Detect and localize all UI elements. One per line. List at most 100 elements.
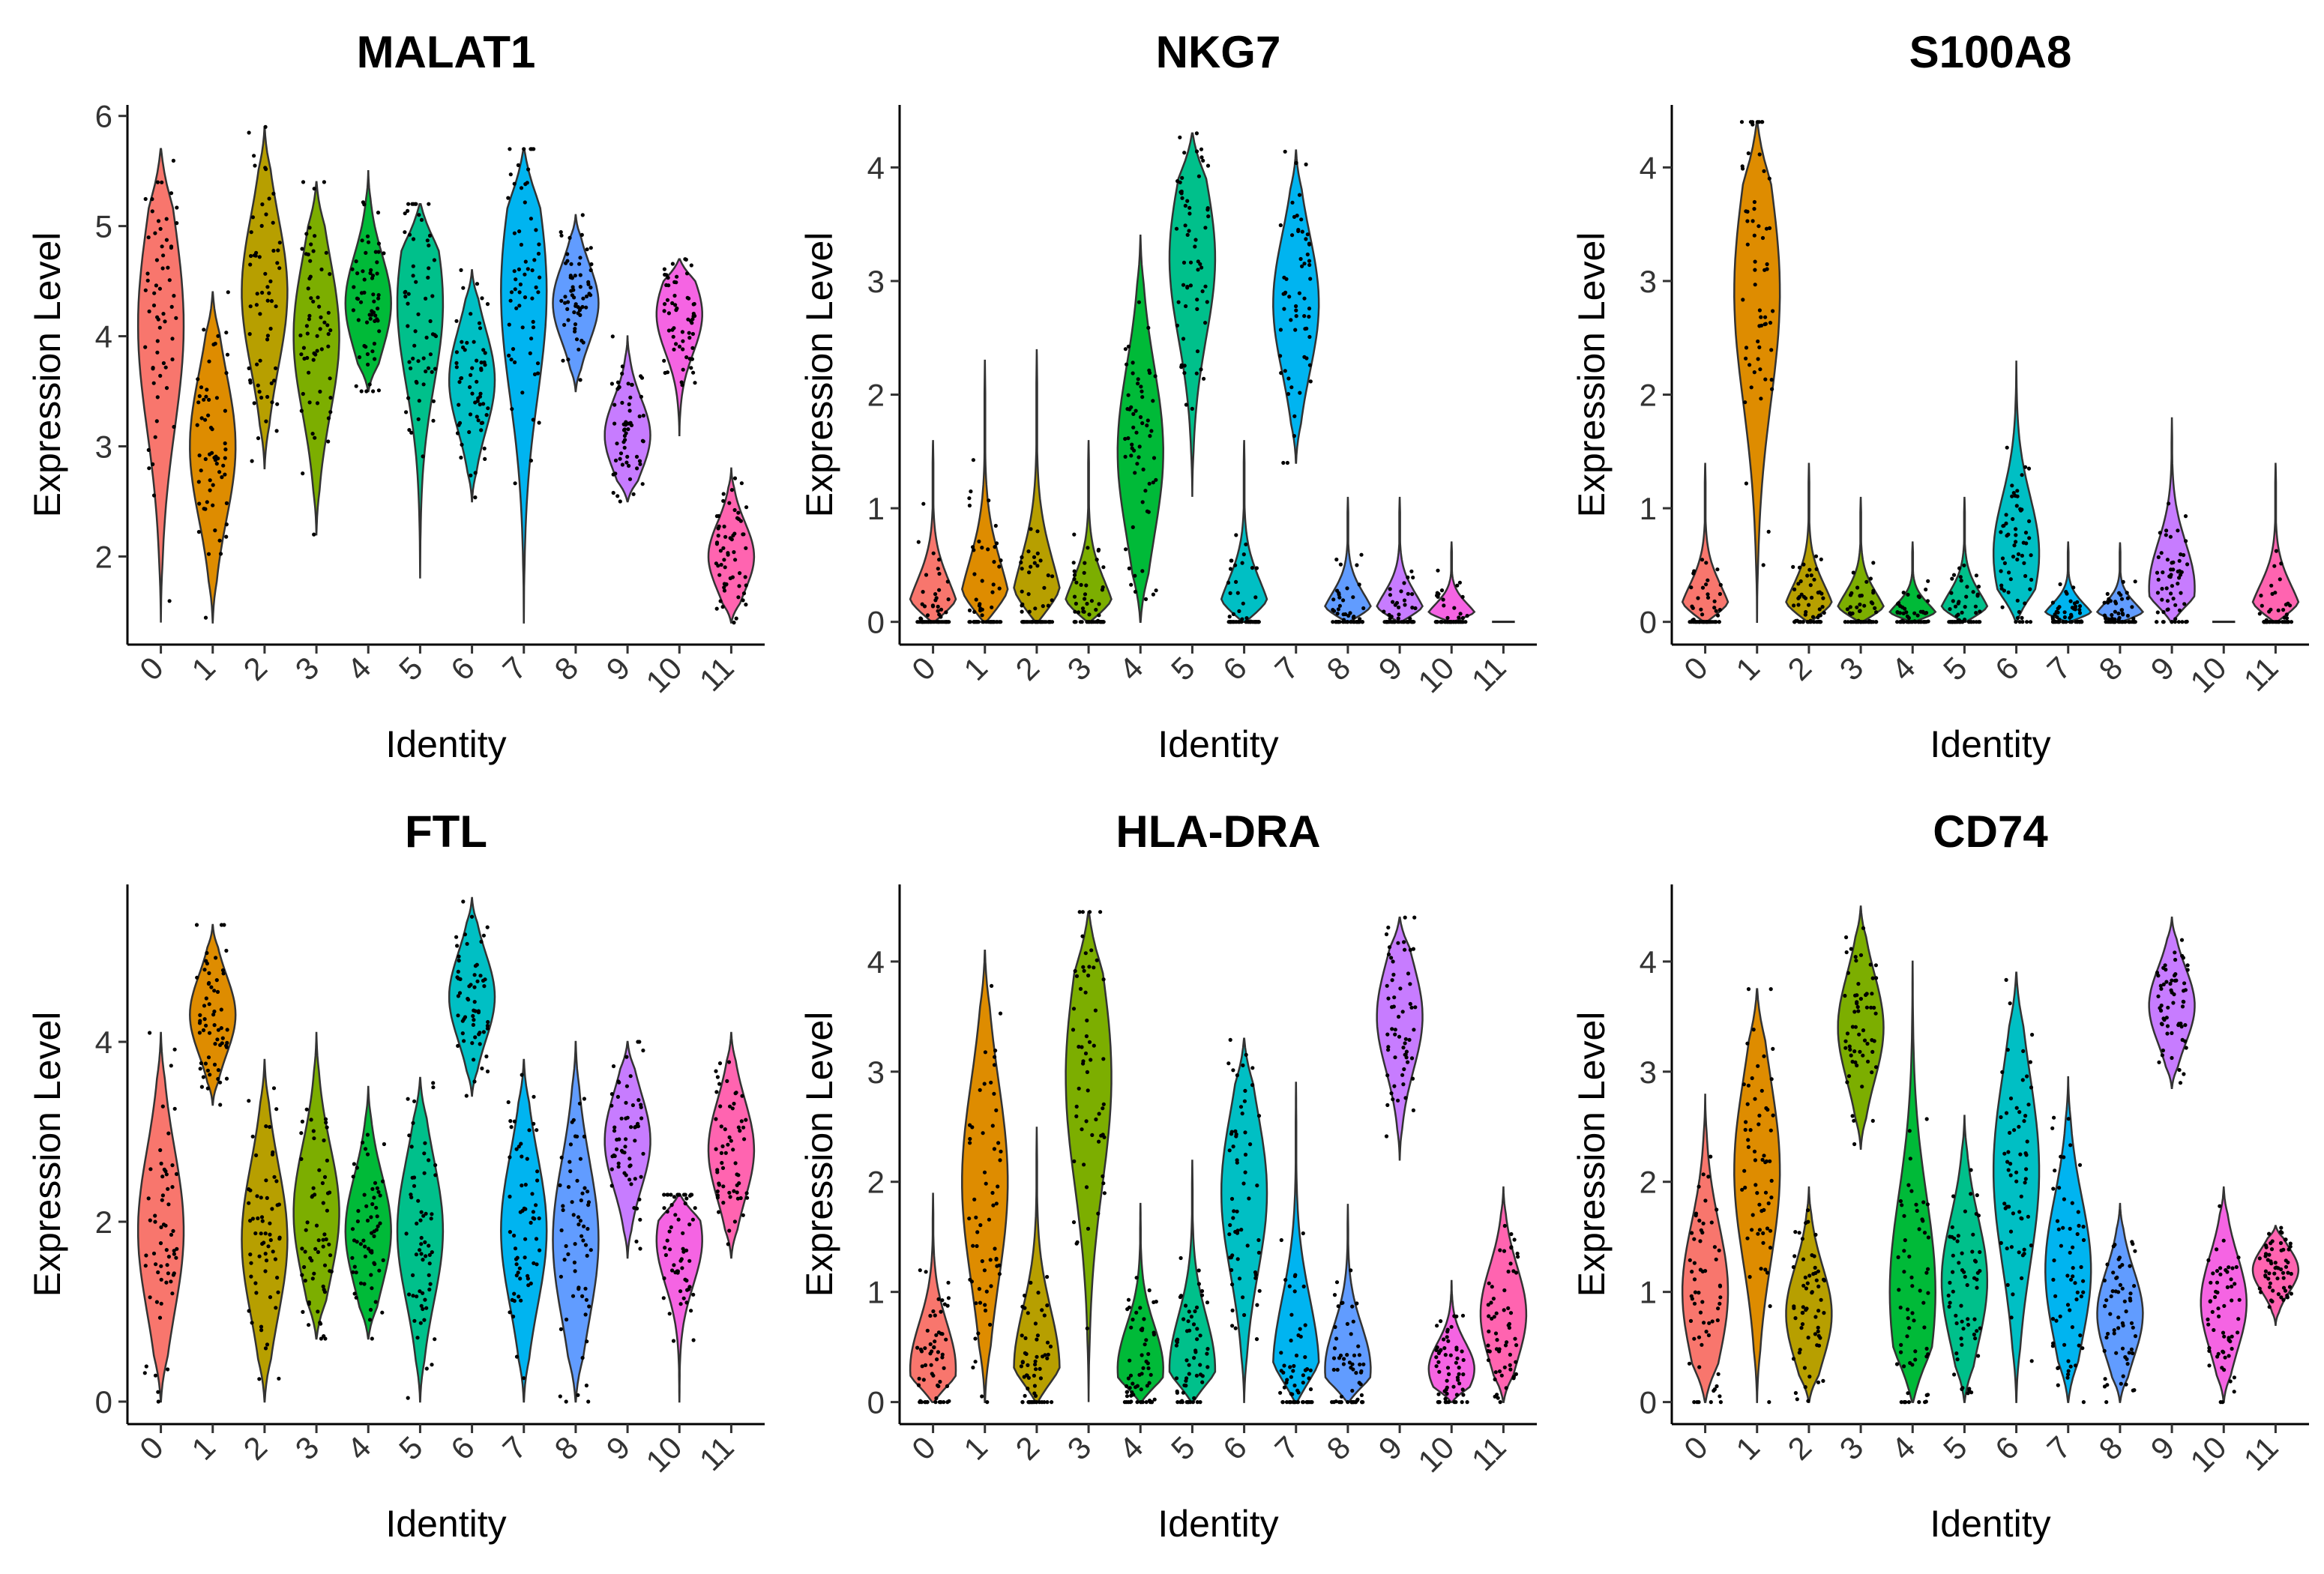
y-axis-label: Expression Level — [798, 232, 840, 518]
data-point — [1020, 1333, 1024, 1338]
data-point — [1449, 1324, 1454, 1329]
data-point — [325, 1191, 331, 1195]
data-point — [313, 1192, 317, 1197]
data-point — [2169, 988, 2173, 992]
x-tick-label: 10 — [639, 650, 688, 699]
data-point — [1176, 300, 1181, 304]
data-point — [2155, 610, 2160, 615]
data-point — [588, 268, 593, 273]
data-point — [1978, 1326, 1982, 1330]
data-point — [2284, 612, 2289, 617]
data-point — [427, 1261, 432, 1266]
data-point — [1768, 1159, 1772, 1163]
data-point — [366, 1246, 371, 1251]
data-point — [2081, 1400, 2086, 1405]
data-point — [1134, 408, 1138, 413]
violin-7 — [500, 148, 548, 624]
data-point — [2237, 1297, 2242, 1302]
data-point — [1756, 1231, 1760, 1236]
data-point — [1035, 529, 1040, 534]
data-point — [1897, 611, 1903, 615]
data-point — [270, 400, 274, 405]
data-point — [1393, 603, 1397, 607]
data-point — [1338, 562, 1343, 567]
data-point — [1957, 566, 1962, 570]
data-point — [1083, 592, 1088, 597]
data-point — [1852, 1118, 1856, 1123]
data-point — [1203, 321, 1208, 325]
data-point — [1514, 1372, 1518, 1376]
data-point — [1871, 620, 1876, 624]
data-point — [2000, 1070, 2005, 1074]
data-point — [514, 1262, 519, 1267]
data-point — [1292, 1400, 1297, 1405]
data-point — [213, 341, 217, 346]
data-point — [967, 1216, 972, 1221]
data-point — [317, 304, 322, 309]
data-point — [215, 989, 220, 994]
data-point — [726, 552, 730, 557]
data-point — [1292, 1383, 1297, 1388]
data-point — [2110, 1289, 2115, 1294]
data-point — [508, 1310, 512, 1315]
data-point — [1082, 1163, 1086, 1167]
data-point — [1081, 1059, 1086, 1064]
data-point — [2184, 539, 2188, 543]
data-point — [215, 1037, 220, 1042]
data-point — [2176, 569, 2180, 574]
data-point — [2267, 1271, 2272, 1276]
data-point — [2075, 1231, 2080, 1237]
data-point — [2105, 591, 2110, 597]
data-point — [1454, 1393, 1459, 1397]
data-point — [998, 1158, 1002, 1163]
data-point — [578, 273, 582, 277]
data-point — [1095, 958, 1099, 962]
data-point — [254, 1153, 259, 1157]
data-point — [1692, 569, 1697, 573]
data-point — [626, 427, 630, 432]
x-tick-label: 10 — [2183, 650, 2233, 699]
data-point — [741, 532, 745, 537]
data-point — [580, 338, 584, 343]
data-point — [277, 241, 282, 245]
data-point — [1960, 1342, 1964, 1347]
data-point — [326, 439, 331, 444]
data-point — [1081, 965, 1086, 969]
data-point — [2008, 1001, 2012, 1006]
data-point — [735, 1190, 739, 1195]
data-point — [1398, 986, 1403, 991]
data-point — [328, 1253, 333, 1258]
data-point — [561, 358, 565, 363]
data-point — [416, 359, 421, 364]
data-point — [314, 1223, 319, 1228]
data-point — [1951, 1194, 1956, 1198]
data-point — [983, 1308, 988, 1313]
data-point — [633, 1139, 637, 1143]
data-point — [1072, 569, 1077, 573]
data-point — [507, 322, 511, 327]
data-point — [997, 1272, 1002, 1276]
data-point — [218, 1043, 223, 1047]
data-point — [2056, 610, 2060, 615]
data-point — [170, 1185, 175, 1189]
data-point — [458, 977, 463, 981]
data-point — [2234, 1264, 2239, 1270]
data-point — [720, 1144, 725, 1148]
data-point — [614, 1147, 619, 1151]
data-point — [156, 1399, 160, 1404]
data-point — [1505, 1340, 1509, 1345]
data-point — [175, 221, 179, 226]
data-point — [267, 291, 271, 295]
data-point — [1086, 620, 1091, 624]
data-point — [424, 296, 428, 301]
data-point — [967, 503, 972, 508]
data-point — [679, 1257, 684, 1261]
data-point — [2180, 1004, 2185, 1009]
data-point — [221, 971, 226, 976]
data-point — [972, 548, 976, 552]
data-point — [535, 1262, 539, 1267]
data-point — [1971, 590, 1975, 594]
data-point — [667, 1229, 672, 1234]
data-point — [2211, 1271, 2215, 1276]
data-point — [2206, 1322, 2211, 1327]
